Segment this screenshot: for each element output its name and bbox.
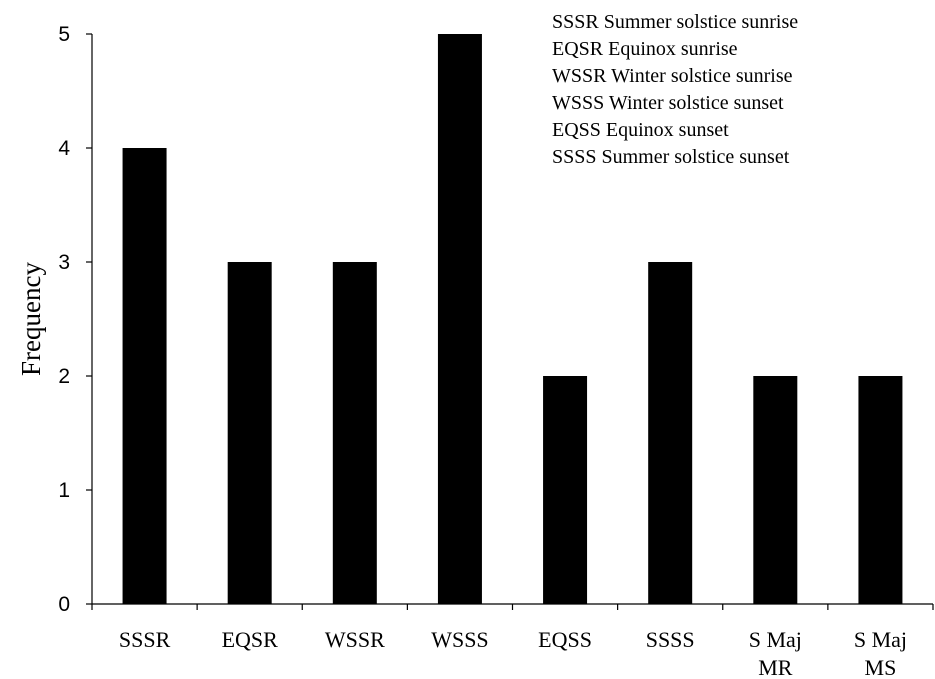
y-tick-label: 2 [58,365,70,388]
y-axis: 0 1 2 3 4 5 [58,23,93,616]
bar [332,262,377,604]
y-tick-label: 1 [58,479,70,502]
bar [227,262,272,604]
bars [122,34,903,604]
legend-entry: SSSR Summer solstice sunrise [552,11,798,33]
y-axis-title: Frequency [16,262,46,376]
bar [437,34,482,604]
legend-entry: SSSS Summer solstice sunset [552,146,790,168]
bar [648,262,693,604]
legend-entry: WSSS Winter solstice sunset [552,92,784,114]
x-category-label: S Maj MR [749,627,802,679]
legend-entry: EQSR Equinox sunrise [552,38,738,60]
x-category-label: SSSS [646,627,695,652]
bar [858,376,903,604]
x-category-label: EQSR [222,627,279,652]
x-category-label: EQSS [538,627,592,652]
x-category-label: WSSS [431,627,488,652]
bar [543,376,588,604]
bar [753,376,798,604]
legend-entry: WSSR Winter solstice sunrise [552,65,793,87]
y-tick-label: 3 [58,251,70,274]
y-tick-label: 0 [58,593,70,616]
x-axis [91,603,934,610]
legend: SSSR Summer solstice sunrise EQSR Equinox… [552,11,798,168]
y-tick-label: 5 [58,23,70,46]
category-labels: SSSR EQSR WSSR WSSS EQSS SSSS S Maj MR S Maj MS [119,627,907,679]
x-category-label: WSSR [325,627,385,652]
legend-entry: EQSS Equinox sunset [552,119,729,141]
y-tick-label: 4 [58,137,70,160]
x-category-label: SSSR [119,627,171,652]
bar [122,148,167,604]
x-category-label: S Maj MS [854,627,907,679]
